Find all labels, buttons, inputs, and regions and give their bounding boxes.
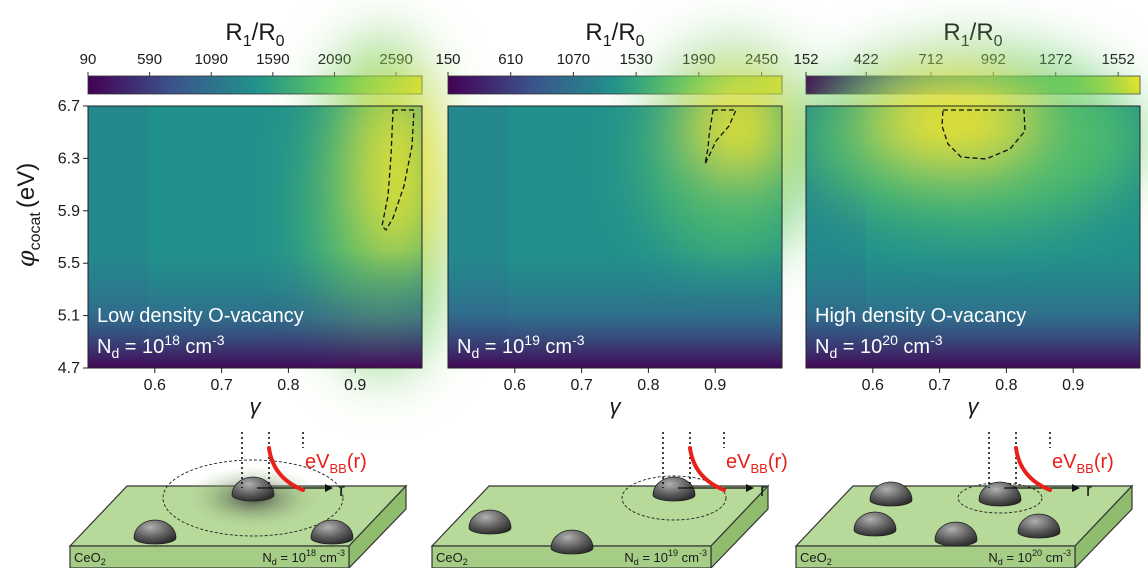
heatmap-field — [448, 43, 822, 368]
colorbar-tick-label: 1590 — [256, 51, 289, 68]
colorbar-tick-label: 1070 — [557, 51, 590, 68]
arrowhead — [325, 484, 333, 492]
heatmap-low-region — [806, 106, 1140, 368]
plot-frame — [87, 105, 423, 369]
y-tick-label: 5.5 — [58, 255, 80, 272]
band-bending-label: eVBB(r) — [726, 451, 788, 476]
colorbar-tick-label: 150 — [435, 51, 460, 68]
x-tick-label: 0.9 — [344, 377, 366, 394]
x-axis-label: γ — [250, 394, 263, 419]
y-axis-label: φcocat(eV) — [12, 163, 44, 267]
x-tick-label: 0.8 — [637, 377, 659, 394]
x-tick-label: 0.7 — [570, 377, 592, 394]
band-bending-curve — [267, 446, 305, 492]
x-tick-label: 0.8 — [277, 377, 299, 394]
colorbar-title: R1/R0 — [225, 19, 284, 50]
heatmap-panel-3: R1/R0152422712992127215520.60.70.80.9γHi… — [793, 19, 1143, 419]
r-label: r — [339, 480, 345, 500]
cocatalyst-particle — [934, 521, 978, 547]
substrate-nd-label: Nd = 1018 cm-3 — [262, 548, 345, 567]
x-axis-label: γ — [610, 394, 623, 419]
nd-label: Nd = 1019 cm-3 — [457, 332, 585, 361]
substrate-nd-label: Nd = 1019 cm-3 — [624, 548, 707, 567]
peak-contour — [381, 109, 415, 232]
nd-label: Nd = 1018 cm-3 — [97, 332, 225, 361]
colorbar-tick-label: 1552 — [1101, 51, 1134, 68]
heatmap-panel-2: R1/R015061010701530199024500.60.70.80.9γ… — [435, 19, 822, 419]
band-bending-label: eVBB(r) — [1052, 451, 1114, 476]
substrate-nd-label: Nd = 1020 cm-3 — [988, 548, 1071, 567]
cocatalyst-particle — [310, 519, 354, 545]
x-tick-label: 0.7 — [210, 377, 232, 394]
slab-front — [69, 545, 350, 568]
depletion-circle — [162, 459, 344, 537]
cocatalyst-particle — [133, 519, 177, 545]
band-bending-curve — [688, 446, 726, 492]
x-tick-label: 0.6 — [862, 377, 884, 394]
colorbar-tick-label: 1090 — [195, 51, 228, 68]
colorbar-tick-label: 2090 — [318, 51, 351, 68]
colorbar-tick-label: 610 — [498, 51, 523, 68]
colorbar-tick-label: 1530 — [619, 51, 652, 68]
colorbar-tick-label: 152 — [793, 51, 818, 68]
colorbar-title: R1/R0 — [585, 19, 644, 50]
band-bending-label: eVBB(r) — [305, 451, 367, 476]
heatmap-panel-1: R1/R09059010901590209025900.60.70.80.9γ4… — [58, 19, 452, 419]
slab-front — [795, 545, 1076, 568]
x-tick-label: 0.7 — [928, 377, 950, 394]
y-tick-label: 5.9 — [58, 203, 80, 220]
r-label: r — [760, 480, 766, 500]
substrate-label: CeO2 — [74, 550, 106, 567]
y-tick-label: 6.3 — [58, 150, 80, 167]
substrate-label: CeO2 — [800, 550, 832, 567]
x-axis-label: γ — [968, 394, 981, 419]
colorbar-tick-label: 90 — [80, 51, 97, 68]
peak-contour — [704, 109, 737, 165]
cocatalyst-particle — [1017, 513, 1061, 539]
y-tick-label: 4.7 — [58, 360, 80, 377]
peak-contour — [941, 109, 1026, 160]
panel-annotation: Low density O-vacancy — [97, 305, 304, 327]
panel-annotation: High density O-vacancy — [815, 305, 1026, 327]
colorbar-title: R1/R0 — [943, 19, 1002, 50]
svg-text:φcocat(eV): φcocat(eV) — [12, 163, 44, 267]
colorbar-tick-label: 590 — [137, 51, 162, 68]
arrowhead — [1072, 484, 1080, 492]
cocatalyst-particle — [853, 511, 897, 537]
arrowhead — [746, 484, 754, 492]
illustration-2: r eVBB(r) CeO2 Nd = 1019 cm-3 — [430, 432, 788, 568]
plot-frame — [805, 105, 1141, 369]
r-label: r — [1086, 480, 1092, 500]
heatmap-low-region — [88, 106, 422, 368]
substrate-label: CeO2 — [436, 550, 468, 567]
band-bending-curve — [1014, 446, 1052, 492]
illustration-1: r eVBB(r) CeO2 Nd = 1018 cm-3 — [68, 432, 408, 568]
y-tick-label: 5.1 — [58, 308, 80, 325]
x-tick-label: 0.9 — [704, 377, 726, 394]
heatmap-field — [803, 47, 1143, 368]
illustration-3: r eVBB(r) CeO2 Nd = 1020 cm-3 — [794, 432, 1134, 568]
heatmap-field — [88, 35, 452, 376]
heatmap-low-region — [448, 106, 782, 368]
colorbar-tick-label: 422 — [854, 51, 879, 68]
cocatalyst-particle — [869, 481, 913, 507]
y-tick-label: 6.7 — [58, 98, 80, 115]
plot-frame — [447, 105, 783, 369]
cocatalyst-particle — [652, 476, 696, 502]
x-tick-label: 0.6 — [144, 377, 166, 394]
cocatalyst-particle — [550, 529, 594, 555]
x-tick-label: 0.8 — [995, 377, 1017, 394]
nd-label: Nd = 1020 cm-3 — [815, 332, 943, 361]
depletion-circle — [621, 475, 727, 521]
cocatalyst-particle — [468, 509, 512, 535]
x-tick-label: 0.9 — [1062, 377, 1084, 394]
x-tick-label: 0.6 — [504, 377, 526, 394]
